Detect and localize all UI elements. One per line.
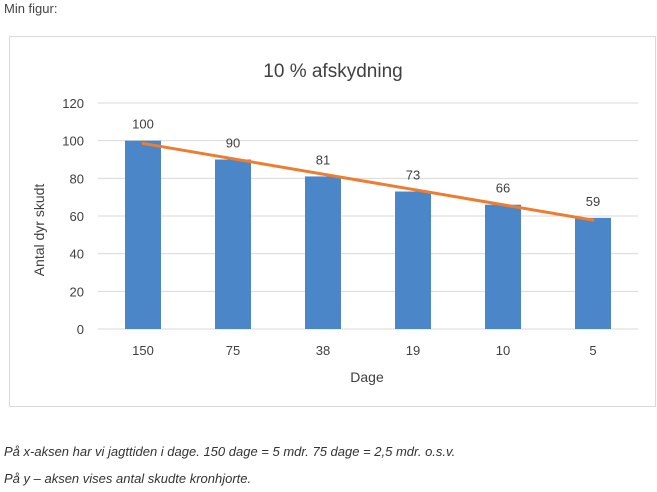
y-axis-title: Antal dyr skudt bbox=[31, 184, 47, 277]
caption-y-axis: På y – aksen vises antal skudte kronhjor… bbox=[4, 471, 252, 486]
x-tick-label: 150 bbox=[132, 343, 154, 358]
chart-frame: 10 % afskydning 0 20 40 60 80 100 120 100 90 81 7… bbox=[9, 36, 656, 407]
x-tick-label: 38 bbox=[316, 343, 330, 358]
y-tick-label: 120 bbox=[62, 96, 84, 111]
y-tick-label: 60 bbox=[70, 209, 84, 224]
data-label: 66 bbox=[496, 181, 510, 196]
page-label: Min figur: bbox=[4, 1, 58, 16]
x-axis-title: Dage bbox=[350, 369, 384, 385]
y-tick-label: 100 bbox=[62, 134, 84, 149]
data-label: 100 bbox=[132, 117, 154, 132]
data-label: 90 bbox=[226, 136, 240, 151]
data-label: 81 bbox=[316, 152, 330, 167]
bar-38 bbox=[305, 176, 341, 329]
bar-150 bbox=[125, 140, 161, 329]
data-labels: 100 90 81 73 66 59 bbox=[132, 117, 600, 209]
y-tick-label: 40 bbox=[70, 247, 84, 262]
y-tick-label: 0 bbox=[77, 322, 84, 337]
trendline-line bbox=[141, 141, 595, 222]
y-tick-labels: 0 20 40 60 80 100 120 bbox=[62, 96, 84, 337]
bar-19 bbox=[395, 191, 431, 329]
bar-10 bbox=[485, 204, 521, 329]
y-tick-label: 80 bbox=[70, 171, 84, 186]
data-label: 59 bbox=[586, 194, 600, 209]
x-tick-label: 75 bbox=[226, 343, 240, 358]
bar-chart: 10 % afskydning 0 20 40 60 80 100 120 100 90 81 7… bbox=[31, 61, 638, 385]
x-tick-label: 19 bbox=[406, 343, 420, 358]
data-label: 73 bbox=[406, 168, 420, 183]
y-tick-label: 20 bbox=[70, 284, 84, 299]
x-tick-label: 10 bbox=[496, 343, 510, 358]
trendline bbox=[141, 141, 595, 222]
bar-5 bbox=[575, 217, 611, 329]
caption-x-axis: På x-aksen har vi jagttiden i dage. 150 … bbox=[4, 444, 456, 459]
gridlines bbox=[98, 102, 638, 330]
bar-75 bbox=[215, 159, 251, 329]
x-tick-label: 5 bbox=[589, 343, 596, 358]
x-tick-labels: 150 75 38 19 10 5 bbox=[132, 343, 596, 358]
bars bbox=[125, 140, 611, 329]
chart-title: 10 % afskydning bbox=[263, 61, 402, 82]
